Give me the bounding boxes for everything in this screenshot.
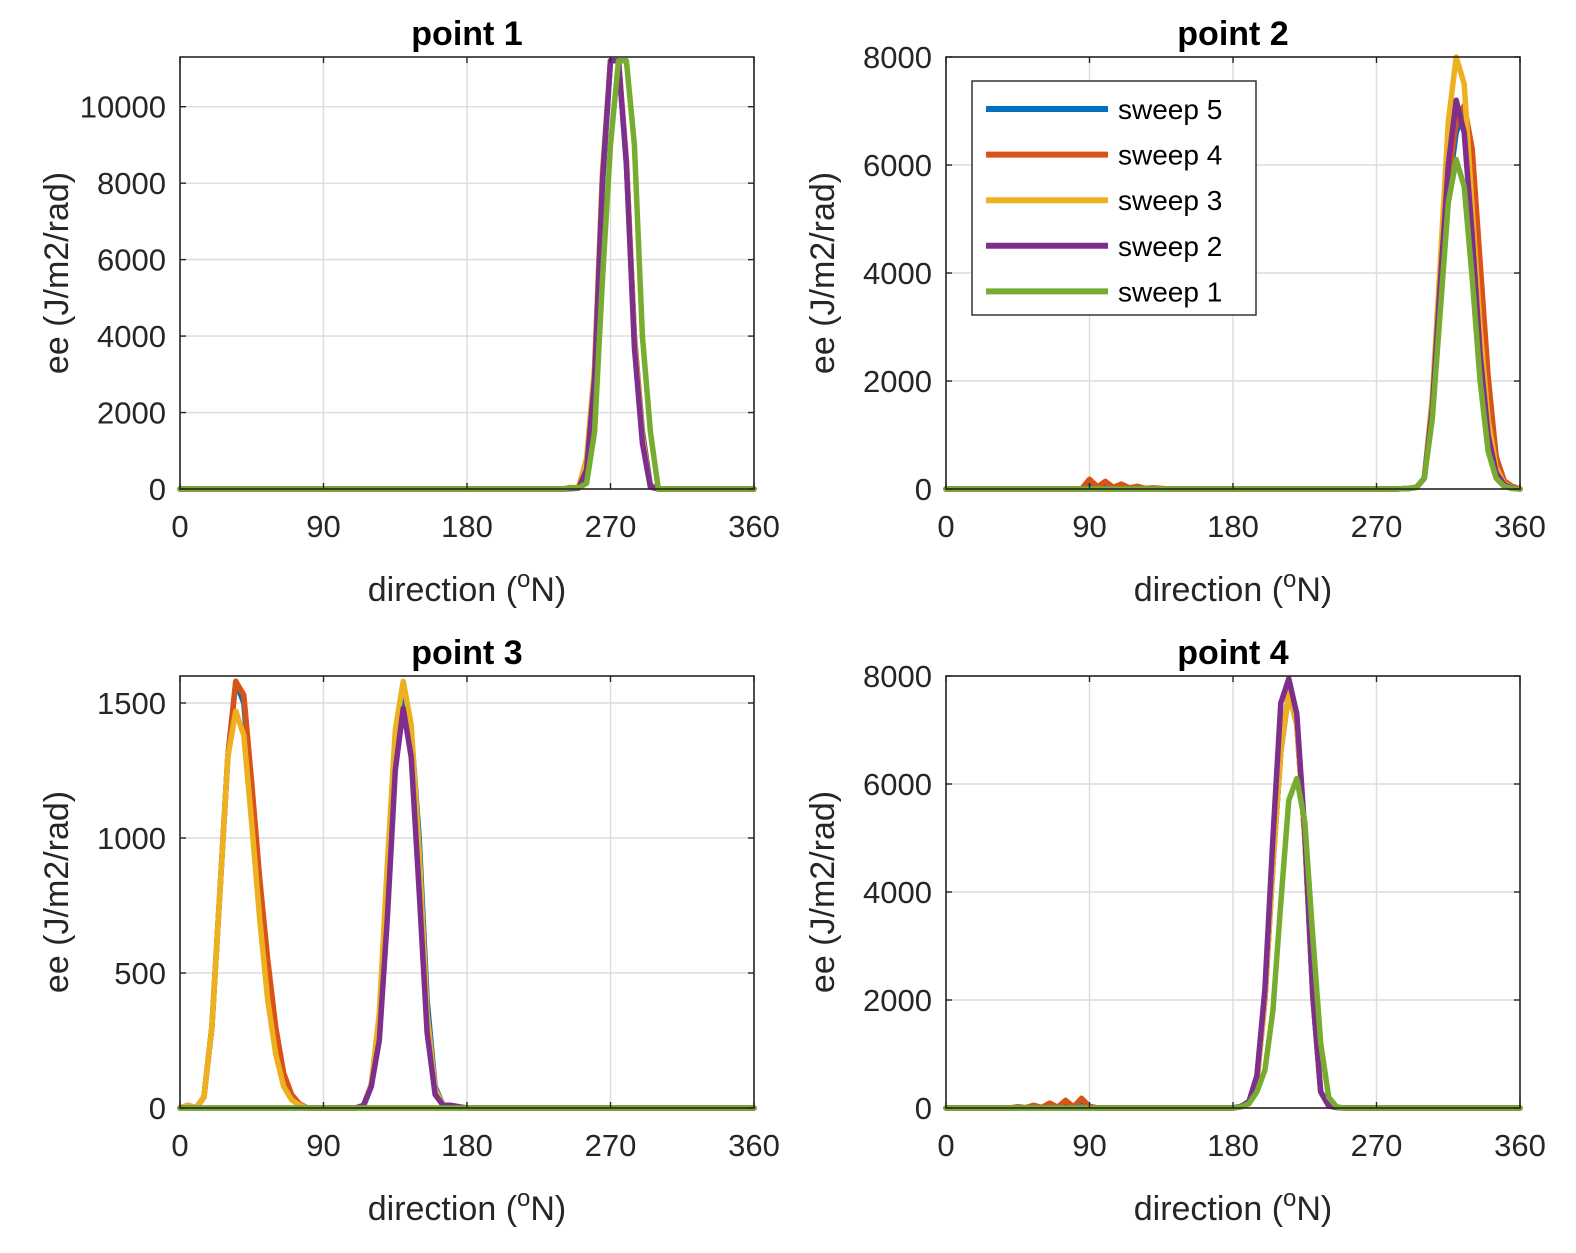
chart-2-legend-label-sweep-1: sweep 1 <box>1118 276 1222 307</box>
chart-4-x-tick-label: 0 <box>937 1128 954 1163</box>
chart-3: 0 90 180 270 360 0 500 1000 1500 point 3 direction… <box>38 634 780 1228</box>
chart-4-x-axis-label: direction (oN) <box>1134 1185 1333 1228</box>
chart-4-y-tick-label: 8000 <box>863 659 932 694</box>
chart-1-y-tick-label: 10000 <box>80 90 166 125</box>
chart-1-y-tick-label: 8000 <box>97 166 166 201</box>
chart-2-x-axis-label: direction (oN) <box>1134 566 1333 609</box>
chart-2-x-tick-label: 180 <box>1207 509 1259 544</box>
chart-1-y-tick-label: 6000 <box>97 243 166 278</box>
chart-4-x-tick-label: 90 <box>1072 1128 1106 1163</box>
chart-2-x-tick-label: 90 <box>1072 509 1106 544</box>
chart-1-title: point 1 <box>411 15 522 53</box>
chart-1: 0 90 180 270 360 0 2000 4000 6000 8000 10000 point … <box>38 15 780 609</box>
chart-1-x-tick-label: 0 <box>171 509 188 544</box>
chart-4-y-tick-label: 0 <box>915 1091 932 1126</box>
chart-3-x-tick-label: 360 <box>728 1128 780 1163</box>
chart-2-y-tick-label: 8000 <box>863 40 932 75</box>
chart-2-y-tick-label: 0 <box>915 472 932 507</box>
chart-4-x-tick-label: 360 <box>1494 1128 1546 1163</box>
chart-2-legend-label-sweep-2: sweep 2 <box>1118 231 1222 262</box>
chart-4-x-tick-label: 180 <box>1207 1128 1259 1163</box>
chart-3-x-tick-label: 180 <box>441 1128 493 1163</box>
chart-2-legend-label-sweep-3: sweep 3 <box>1118 185 1222 216</box>
chart-3-x-tick-label: 90 <box>306 1128 340 1163</box>
chart-1-y-tick-label: 0 <box>149 472 166 507</box>
chart-2-legend-label-sweep-4: sweep 4 <box>1118 140 1222 171</box>
chart-2-y-axis-label: ee (J/m2/rad) <box>804 172 842 374</box>
chart-4-series-sweep-1 <box>943 775 1523 1111</box>
chart-1-x-axis-label: direction (oN) <box>368 566 567 609</box>
chart-1-y-tick-label: 4000 <box>97 319 166 354</box>
chart-4-series-group <box>943 675 1523 1111</box>
chart-4-y-tick-label: 2000 <box>863 983 932 1018</box>
chart-3-title: point 3 <box>411 634 522 672</box>
chart-4-y-axis-label: ee (J/m2/rad) <box>804 791 842 993</box>
chart-1-y-axis-label: ee (J/m2/rad) <box>38 172 76 374</box>
chart-3-y-tick-label: 1000 <box>97 821 166 856</box>
chart-3-y-tick-label: 1500 <box>97 686 166 721</box>
chart-2-x-tick-label: 0 <box>937 509 954 544</box>
chart-3-x-axis-label: direction (oN) <box>368 1185 567 1228</box>
chart-2-y-tick-label: 4000 <box>863 256 932 291</box>
chart-2: 0 90 180 270 360 0 2000 4000 6000 8000 point 2 dire… <box>804 15 1546 609</box>
chart-2-series-group <box>943 54 1523 492</box>
chart-3-y-axis-label: ee (J/m2/rad) <box>38 791 76 993</box>
chart-2-y-tick-label: 6000 <box>863 148 932 183</box>
chart-4-y-tick-label: 6000 <box>863 767 932 802</box>
chart-2-y-tick-label: 2000 <box>863 364 932 399</box>
chart-4-x-tick-label: 270 <box>1351 1128 1403 1163</box>
chart-2-x-tick-label: 360 <box>1494 509 1546 544</box>
chart-1-series-sweep-1 <box>177 58 757 492</box>
chart-2-series-sweep-1 <box>943 156 1523 492</box>
chart-3-x-tick-label: 0 <box>171 1128 188 1163</box>
chart-2-x-tick-label: 270 <box>1351 509 1403 544</box>
chart-2-title: point 2 <box>1177 15 1288 53</box>
chart-1-x-tick-label: 90 <box>306 509 340 544</box>
chart-2-legend: sweep 5 sweep 4 sweep 3 sweep 2 sweep 1 <box>971 80 1257 316</box>
chart-3-x-tick-label: 270 <box>585 1128 637 1163</box>
chart-1-y-tick-label: 2000 <box>97 396 166 431</box>
chart-1-x-tick-label: 180 <box>441 509 493 544</box>
chart-4-title: point 4 <box>1177 634 1289 672</box>
chart-3-y-tick-label: 0 <box>149 1091 166 1126</box>
chart-4-y-tick-label: 4000 <box>863 875 932 910</box>
chart-4: 0 90 180 270 360 0 2000 4000 6000 8000 point 4 dire… <box>804 634 1546 1228</box>
chart-1-x-tick-label: 270 <box>585 509 637 544</box>
chart-1-x-tick-label: 360 <box>728 509 780 544</box>
chart-2-legend-label-sweep-5: sweep 5 <box>1118 94 1222 125</box>
chart-3-y-tick-label: 500 <box>114 956 166 991</box>
